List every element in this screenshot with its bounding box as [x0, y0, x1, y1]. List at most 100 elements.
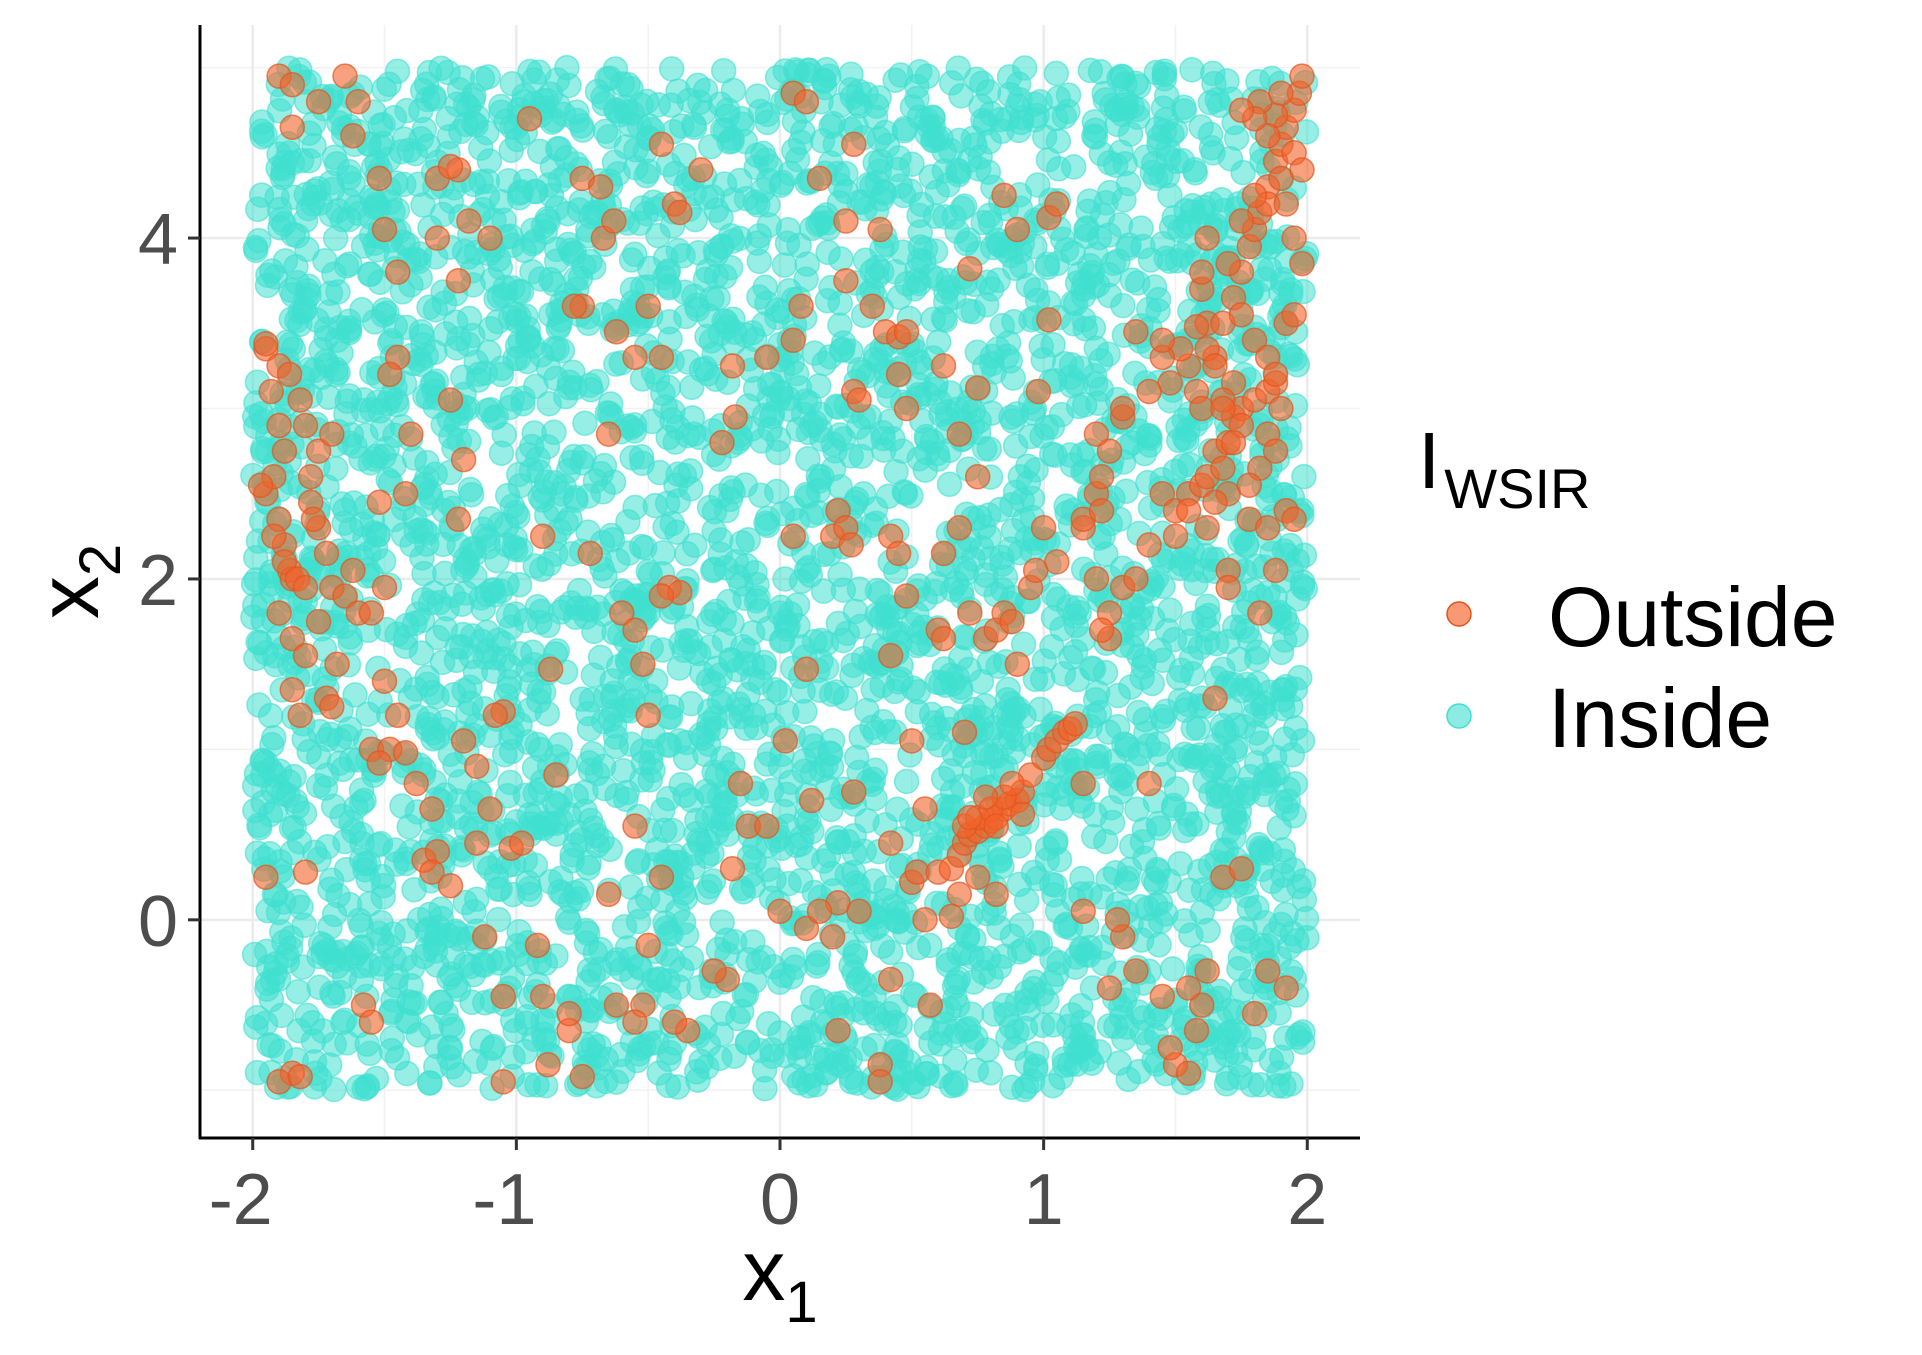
- point-inside: [526, 138, 553, 165]
- point-outside: [806, 898, 833, 925]
- point-inside: [520, 67, 547, 93]
- point-inside: [951, 193, 978, 219]
- point-inside: [575, 920, 601, 947]
- point-inside: [689, 725, 716, 751]
- point-outside: [793, 656, 820, 683]
- point-inside: [513, 303, 539, 329]
- point-inside: [1095, 719, 1122, 745]
- point-inside: [767, 1020, 793, 1046]
- point-outside: [788, 293, 814, 319]
- point-outside: [1228, 855, 1255, 882]
- point-inside: [870, 709, 897, 735]
- point-outside: [1202, 353, 1228, 379]
- point-inside: [323, 455, 349, 482]
- point-inside: [939, 576, 966, 603]
- point-outside: [767, 898, 793, 925]
- point-inside: [446, 325, 472, 352]
- point-inside: [319, 980, 345, 1006]
- point-outside: [1281, 302, 1307, 328]
- point-inside: [416, 901, 443, 928]
- point-outside: [1241, 182, 1268, 209]
- point-inside: [516, 325, 542, 351]
- point-inside: [1044, 250, 1070, 277]
- point-outside: [601, 208, 627, 234]
- point-outside: [266, 412, 292, 439]
- point-inside: [622, 241, 648, 267]
- point-inside: [523, 373, 549, 399]
- point-outside: [1202, 685, 1228, 712]
- point-inside: [333, 856, 360, 883]
- point-outside: [1083, 421, 1110, 447]
- point-inside: [791, 747, 818, 774]
- point-outside: [957, 255, 983, 282]
- point-inside: [1113, 870, 1139, 896]
- point-inside: [697, 873, 723, 900]
- point-inside: [1282, 346, 1308, 372]
- point-inside: [321, 1076, 347, 1103]
- point-inside: [681, 114, 708, 141]
- point-inside: [842, 939, 869, 965]
- point-outside: [635, 932, 661, 959]
- point-inside: [513, 1010, 540, 1036]
- point-outside: [261, 523, 287, 550]
- point-inside: [666, 655, 693, 681]
- point-outside: [630, 651, 656, 677]
- point-outside: [859, 293, 886, 319]
- point-inside: [727, 167, 753, 194]
- point-inside: [1159, 956, 1186, 982]
- point-inside: [1242, 690, 1269, 717]
- point-inside: [534, 1027, 561, 1054]
- point-inside: [1184, 811, 1210, 837]
- point-outside: [722, 404, 748, 430]
- point-outside: [384, 702, 411, 729]
- point-inside: [790, 678, 816, 704]
- point-outside: [648, 131, 675, 158]
- point-inside: [405, 1022, 431, 1048]
- point-inside: [501, 534, 527, 560]
- point-inside: [268, 1002, 295, 1029]
- point-inside: [1019, 1068, 1046, 1094]
- point-outside: [1228, 97, 1255, 123]
- point-outside: [371, 216, 398, 243]
- point-inside: [682, 532, 708, 558]
- point-outside: [622, 617, 648, 643]
- point-outside: [398, 421, 424, 447]
- point-outside: [1162, 523, 1189, 550]
- point-inside: [981, 1001, 1007, 1027]
- point-inside: [615, 508, 641, 535]
- point-outside: [587, 174, 614, 200]
- point-inside: [1043, 60, 1070, 87]
- point-inside: [594, 400, 621, 426]
- point-inside: [787, 831, 814, 857]
- point-inside: [568, 113, 595, 139]
- point-inside: [317, 876, 343, 902]
- point-inside: [746, 284, 772, 310]
- point-inside: [547, 878, 573, 905]
- point-outside: [893, 395, 920, 422]
- point-inside: [590, 479, 616, 505]
- point-inside: [383, 851, 410, 877]
- point-outside: [1236, 472, 1263, 498]
- point-outside: [1175, 498, 1202, 524]
- point-outside: [477, 796, 503, 822]
- point-outside: [846, 387, 872, 413]
- point-inside: [434, 596, 460, 622]
- point-inside: [1248, 840, 1275, 866]
- point-inside: [672, 782, 698, 809]
- point-inside: [678, 475, 704, 502]
- point-inside: [329, 803, 355, 830]
- point-outside: [247, 472, 274, 498]
- point-inside: [1270, 837, 1297, 863]
- point-inside: [818, 113, 844, 140]
- point-outside: [1062, 711, 1089, 737]
- point-inside: [1178, 556, 1205, 583]
- point-inside: [322, 225, 349, 252]
- point-outside: [877, 642, 904, 669]
- point-inside: [245, 196, 271, 223]
- point-outside: [319, 421, 345, 447]
- point-inside: [321, 901, 348, 928]
- y-axis-title-main: x: [21, 576, 117, 619]
- point-outside: [780, 523, 806, 550]
- point-inside: [908, 191, 935, 218]
- point-inside: [1124, 270, 1151, 296]
